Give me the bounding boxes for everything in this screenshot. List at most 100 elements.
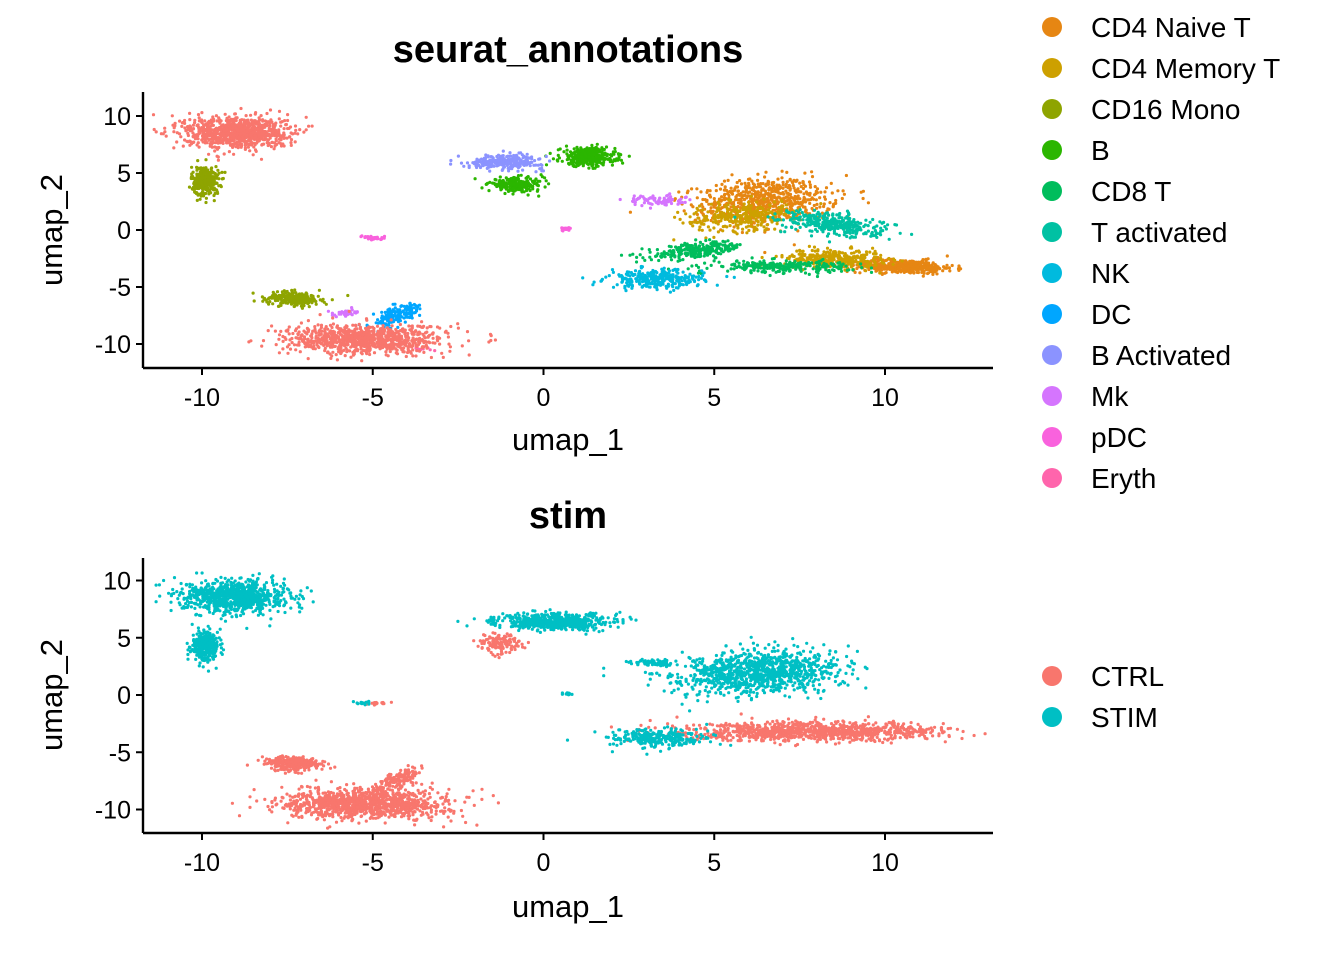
- data-point: [625, 278, 629, 282]
- data-point: [590, 143, 594, 147]
- data-point: [690, 249, 694, 253]
- data-point: [547, 182, 551, 186]
- data-point: [711, 209, 715, 213]
- data-point: [518, 164, 522, 168]
- data-point: [726, 207, 730, 211]
- data-point: [272, 292, 276, 296]
- data-point: [808, 264, 812, 268]
- data-point: [849, 265, 854, 269]
- data-point: [879, 233, 883, 237]
- data-point: [623, 284, 627, 288]
- data-point: [723, 192, 727, 196]
- data-point: [815, 274, 820, 279]
- data-point: [799, 269, 803, 273]
- data-point: [654, 276, 658, 280]
- data-point: [844, 264, 848, 268]
- scatter-points: [151, 106, 963, 363]
- data-point: [192, 176, 196, 180]
- data-point: [593, 166, 597, 170]
- data-point: [805, 256, 809, 260]
- data-point: [757, 196, 761, 200]
- data-point: [209, 191, 213, 195]
- data-point: [628, 274, 632, 278]
- data-point: [525, 176, 529, 180]
- data-point: [414, 309, 419, 313]
- data-point: [812, 197, 816, 201]
- data-point: [834, 198, 838, 203]
- data-point: [855, 254, 860, 258]
- data-point: [738, 179, 742, 183]
- data-point: [505, 155, 509, 159]
- data-point: [744, 205, 749, 209]
- data-point: [499, 186, 503, 190]
- data-point: [816, 248, 820, 252]
- data-point: [798, 263, 802, 267]
- data-point: [322, 300, 326, 304]
- data-point: [643, 258, 647, 262]
- data-point: [850, 246, 854, 250]
- data-point: [902, 269, 906, 273]
- data-point: [279, 124, 283, 128]
- data-point: [758, 200, 763, 204]
- data-point: [200, 179, 204, 184]
- data-point: [692, 274, 696, 278]
- data-point: [736, 226, 740, 230]
- data-point: [637, 270, 641, 274]
- data-point: [788, 264, 792, 268]
- data-point: [781, 183, 785, 187]
- data-point: [660, 254, 664, 258]
- data-point: [403, 320, 407, 324]
- data-point: [782, 213, 786, 217]
- data-point: [831, 204, 835, 208]
- data-point: [684, 252, 688, 256]
- data-point: [565, 148, 569, 152]
- data-point: [663, 274, 667, 278]
- data-point: [202, 172, 206, 176]
- data-point: [495, 184, 499, 189]
- data-point: [511, 182, 516, 186]
- data-point: [217, 177, 221, 181]
- data-point: [787, 183, 791, 188]
- data-point: [738, 209, 742, 213]
- data-point: [304, 292, 308, 296]
- data-point: [520, 184, 524, 188]
- data-point: [772, 189, 776, 193]
- data-point: [826, 207, 830, 211]
- data-point: [811, 213, 815, 217]
- data-point: [732, 267, 736, 271]
- data-point: [698, 240, 703, 244]
- data-point: [714, 256, 718, 260]
- data-point: [657, 258, 661, 263]
- data-point: [465, 161, 470, 165]
- data-point: [764, 170, 768, 174]
- data-point: [794, 265, 799, 269]
- data-point: [813, 223, 817, 228]
- data-point: [801, 181, 805, 185]
- data-point: [844, 231, 849, 235]
- data-point: [824, 251, 828, 255]
- data-point: [386, 319, 390, 323]
- data-point: [791, 263, 795, 267]
- data-point: [604, 275, 608, 279]
- data-point: [620, 280, 624, 284]
- data-point: [666, 284, 671, 288]
- data-point: [720, 264, 724, 268]
- data-point: [503, 183, 507, 187]
- data-point: [524, 159, 528, 163]
- data-point: [842, 254, 847, 258]
- data-point: [775, 265, 779, 269]
- data-point: [790, 211, 795, 215]
- data-point: [505, 163, 509, 168]
- data-point: [279, 296, 283, 300]
- data-point: [934, 264, 938, 268]
- data-point: [728, 248, 732, 253]
- data-point: [201, 169, 206, 173]
- data-point: [947, 266, 952, 270]
- data-point: [859, 190, 863, 194]
- data-point: [759, 215, 763, 219]
- data-point: [859, 228, 863, 232]
- data-point: [649, 271, 653, 275]
- data-point: [712, 197, 716, 201]
- data-point: [760, 255, 764, 260]
